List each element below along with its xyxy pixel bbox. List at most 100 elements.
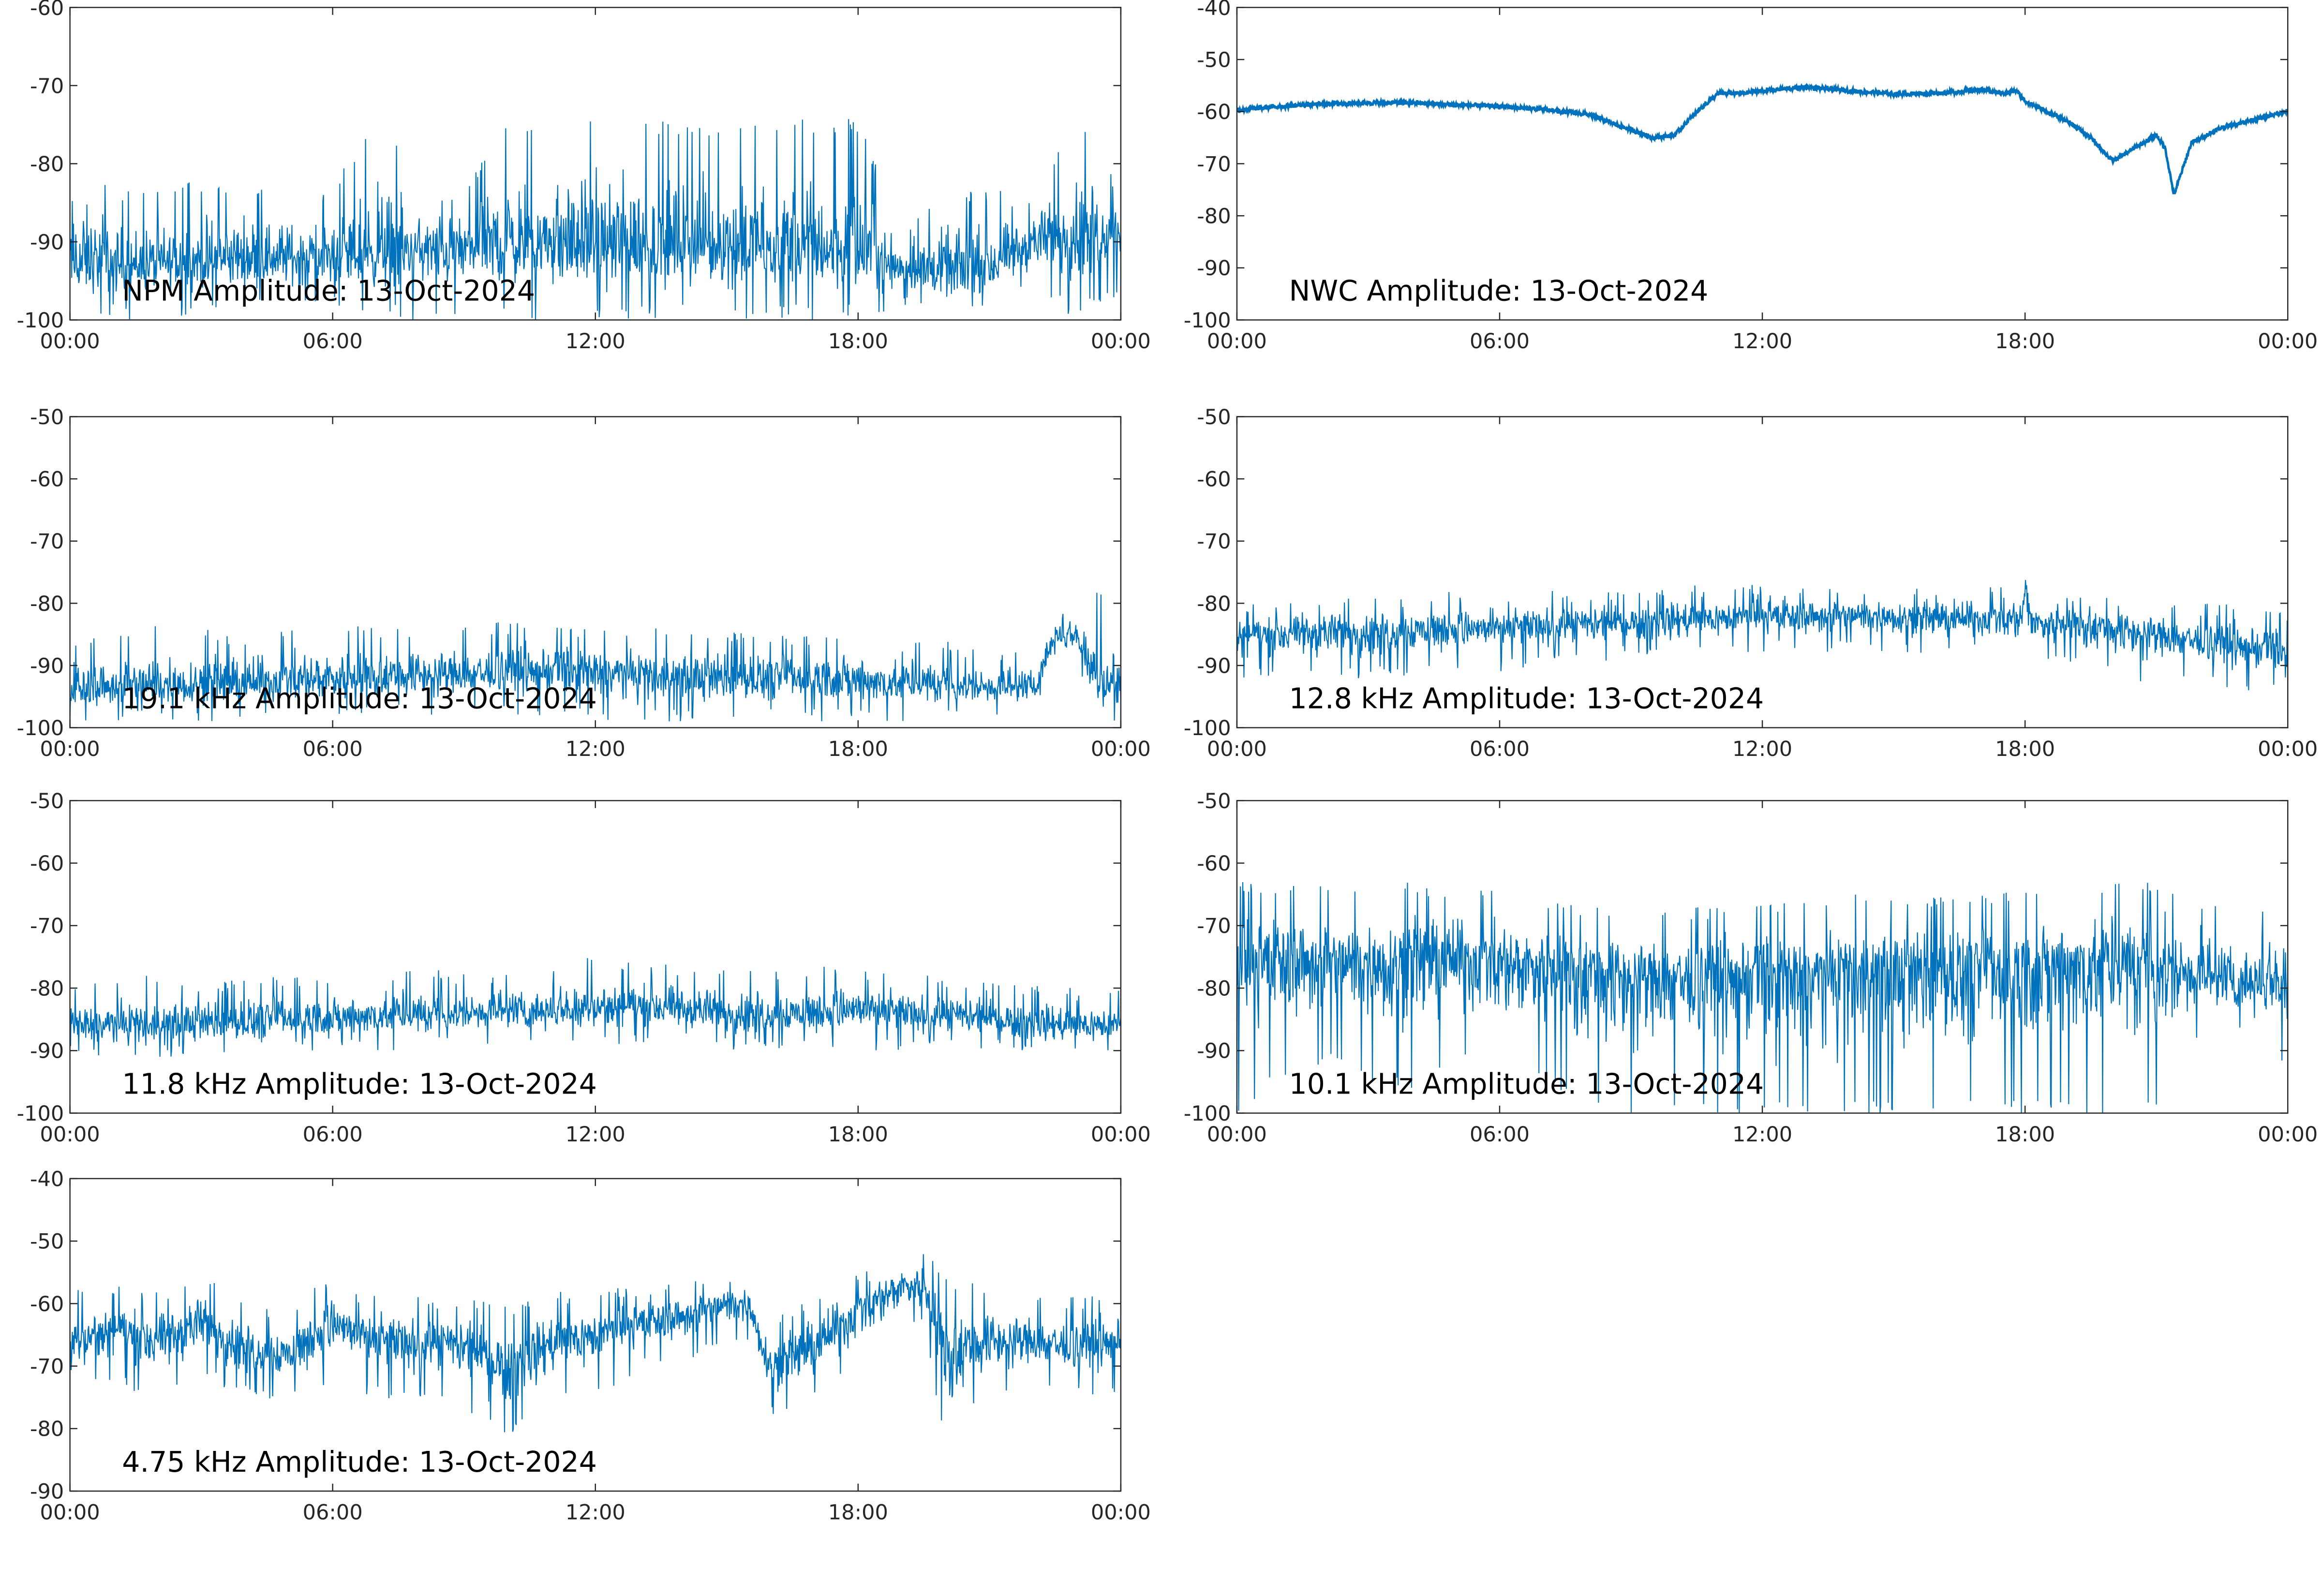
x-tick-label: 00:00 [1207, 329, 1267, 354]
y-tick-label: -100 [17, 1102, 64, 1126]
y-tick-label: -80 [30, 1417, 64, 1441]
series-line [70, 1254, 1121, 1433]
y-tick-label: -70 [30, 74, 64, 98]
y-tick-label: -90 [1197, 1039, 1231, 1064]
x-tick-label: 00:00 [40, 1123, 100, 1147]
chart-panel-1: -100 -90 -80 -70 -60 -50 -40 00:00 06:00 12:00 18:… [1184, 0, 2318, 354]
y-tick-label: -100 [17, 309, 64, 333]
x-tick-label: 00:00 [2258, 329, 2318, 354]
y-tick-label: -100 [1184, 309, 1231, 333]
y-tick-label: -80 [30, 152, 64, 177]
y-tick-label: -100 [1184, 716, 1231, 740]
x-tick-label: 12:00 [1732, 1123, 1792, 1147]
axes-frame [69, 800, 1122, 1114]
x-tick-label: 12:00 [1732, 737, 1792, 761]
y-tick-label: -50 [30, 1230, 64, 1254]
x-tick-label: 06:00 [303, 1123, 363, 1147]
x-tick-label: 18:00 [828, 329, 888, 354]
y-tick-label: -60 [30, 852, 64, 876]
y-tick-label: -100 [17, 716, 64, 740]
y-tick-label: -90 [1197, 256, 1231, 281]
x-tick-label: 00:00 [2258, 1123, 2318, 1147]
y-tick-label: -80 [30, 592, 64, 616]
x-tick-label: 06:00 [1470, 329, 1530, 354]
x-tick-label: 18:00 [828, 1123, 888, 1147]
y-tick-label: -70 [1197, 914, 1231, 938]
x-tick-label: 12:00 [566, 1123, 625, 1147]
y-tick-label: -90 [30, 230, 64, 254]
chart-panel-3: -100 -90 -80 -70 -60 -50 00:00 06:00 12:00 18:00 0… [1184, 405, 2318, 761]
y-tick-label: -50 [1197, 405, 1231, 429]
x-tick-label: 12:00 [566, 737, 625, 761]
x-tick-label: 00:00 [2258, 737, 2318, 761]
y-tick-label: -70 [1197, 152, 1231, 177]
x-tick-label: 00:00 [1091, 1123, 1151, 1147]
x-tick-label: 06:00 [1470, 737, 1530, 761]
x-tick-label: 18:00 [828, 1501, 888, 1525]
chart-panel-2: -100 -90 -80 -70 -60 -50 00:00 06:00 12:00 18:00 0… [17, 405, 1151, 761]
x-tick-label: 18:00 [828, 737, 888, 761]
y-tick-label: -40 [30, 1167, 64, 1191]
x-tick-label: 06:00 [303, 329, 363, 354]
y-tick-label: -70 [30, 530, 64, 554]
y-tick-label: -50 [1197, 789, 1231, 813]
series-line [70, 958, 1121, 1057]
x-tick-label: 00:00 [40, 1501, 100, 1525]
y-tick-label: -80 [30, 976, 64, 1001]
x-tick-label: 00:00 [1091, 329, 1151, 354]
chart-panel-5: -100 -90 -80 -70 -60 -50 00:00 06:00 12:00 18:00 0… [1184, 789, 2318, 1147]
series-line [70, 119, 1121, 320]
x-tick-label: 00:00 [40, 737, 100, 761]
chart-annotation: 10.1 kHz Amplitude: 13-Oct-2024 [1289, 1068, 1764, 1101]
x-tick-label: 18:00 [1995, 737, 2055, 761]
chart-annotation: 19.1 kHz Amplitude: 13-Oct-2024 [122, 682, 597, 715]
x-tick-label: 12:00 [566, 329, 625, 354]
x-tick-label: 12:00 [1732, 329, 1792, 354]
x-tick-label: 06:00 [1470, 1123, 1530, 1147]
x-tick-label: 18:00 [1995, 1123, 2055, 1147]
axes-frame [1236, 416, 2289, 728]
y-tick-label: -40 [1197, 0, 1231, 20]
x-tick-label: 06:00 [303, 737, 363, 761]
x-tick-label: 00:00 [1207, 1123, 1267, 1147]
y-tick-label: -60 [1197, 468, 1231, 492]
x-tick-label: 00:00 [40, 329, 100, 354]
x-tick-label: 00:00 [1207, 737, 1267, 761]
y-tick-label: -90 [30, 654, 64, 678]
y-tick-label: -80 [1197, 976, 1231, 1001]
series-line [70, 592, 1121, 722]
chart-annotation: 12.8 kHz Amplitude: 13-Oct-2024 [1289, 682, 1764, 715]
y-tick-label: -60 [30, 468, 64, 492]
y-tick-label: -60 [30, 0, 64, 20]
chart-panel-0: -100 -90 -80 -70 -60 00:00 06:00 12:00 18:00 00:0… [17, 0, 1151, 354]
series-line [1236, 83, 2288, 195]
chart-annotation: 4.75 kHz Amplitude: 13-Oct-2024 [122, 1446, 597, 1478]
x-tick-label: 06:00 [303, 1501, 363, 1525]
chart-panel-6: -90 -80 -70 -60 -50 -40 00:00 06:00 12:00 18:00 00… [30, 1167, 1151, 1524]
axes-frame [1236, 7, 2289, 321]
x-tick-label: 00:00 [1091, 737, 1151, 761]
chart-annotation: NWC Amplitude: 13-Oct-2024 [1289, 275, 1709, 308]
y-tick-label: -50 [30, 405, 64, 429]
y-tick-label: -60 [1197, 852, 1231, 876]
chart-annotation: NPM Amplitude: 13-Oct-2024 [122, 275, 535, 308]
y-tick-label: -90 [30, 1039, 64, 1064]
y-tick-label: -60 [1197, 100, 1231, 124]
y-tick-label: -60 [30, 1292, 64, 1316]
y-tick-label: -90 [1197, 654, 1231, 678]
chart-annotation: 11.8 kHz Amplitude: 13-Oct-2024 [122, 1068, 597, 1101]
x-tick-label: 12:00 [566, 1501, 625, 1525]
y-tick-label: -70 [1197, 530, 1231, 554]
y-tick-label: -80 [1197, 205, 1231, 229]
x-tick-label: 18:00 [1995, 329, 2055, 354]
series-line [1236, 580, 2288, 691]
y-tick-label: -100 [1184, 1102, 1231, 1126]
y-tick-label: -50 [30, 789, 64, 813]
x-tick-label: 00:00 [1091, 1501, 1151, 1525]
y-tick-label: -90 [30, 1479, 64, 1504]
y-tick-label: -70 [30, 914, 64, 938]
y-tick-label: -50 [1197, 48, 1231, 72]
chart-panel-4: -100 -90 -80 -70 -60 -50 00:00 06:00 12:00 18:00 0… [17, 789, 1151, 1147]
